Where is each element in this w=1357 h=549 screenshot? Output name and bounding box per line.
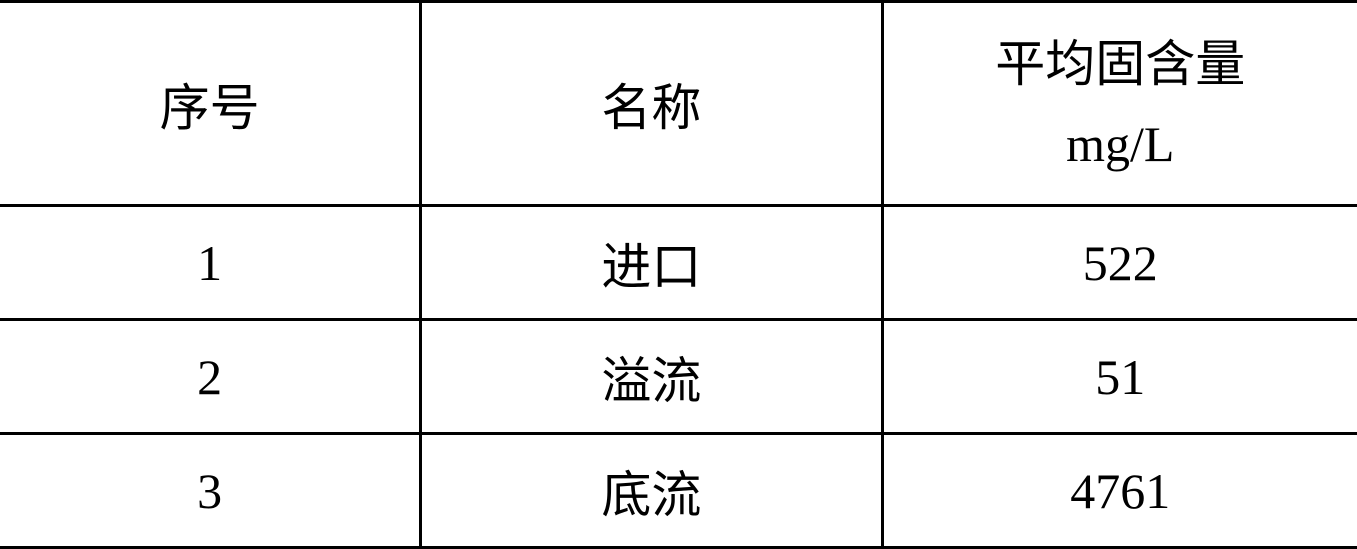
header-label-name: 名称	[601, 80, 701, 136]
table-container: 序号 名称 平均固含量 mg/L 1 进口 522	[0, 0, 1357, 547]
cell-value: 51	[882, 320, 1357, 434]
header-label-value-line1: 平均固含量	[884, 24, 1357, 104]
cell-seq: 1	[0, 206, 421, 320]
cell-name: 底流	[421, 434, 882, 548]
cell-seq: 3	[0, 434, 421, 548]
table-row: 3 底流 4761	[0, 434, 1357, 548]
column-header-value: 平均固含量 mg/L	[882, 2, 1357, 206]
column-header-seq: 序号	[0, 2, 421, 206]
cell-text: 4761	[1070, 463, 1170, 519]
cell-text: 3	[197, 463, 222, 519]
table-row: 2 溢流 51	[0, 320, 1357, 434]
header-label-value-line2: mg/L	[884, 104, 1357, 184]
cell-text: 溢流	[601, 353, 701, 409]
cell-text: 1	[197, 235, 222, 291]
cell-text: 进口	[601, 239, 701, 295]
data-table: 序号 名称 平均固含量 mg/L 1 进口 522	[0, 0, 1357, 549]
column-header-name: 名称	[421, 2, 882, 206]
cell-name: 进口	[421, 206, 882, 320]
cell-text: 51	[1095, 349, 1145, 405]
cell-text: 2	[197, 349, 222, 405]
table-row: 1 进口 522	[0, 206, 1357, 320]
cell-text: 522	[1083, 235, 1158, 291]
table-header-row: 序号 名称 平均固含量 mg/L	[0, 2, 1357, 206]
cell-name: 溢流	[421, 320, 882, 434]
cell-value: 522	[882, 206, 1357, 320]
header-label-seq: 序号	[160, 80, 260, 136]
cell-seq: 2	[0, 320, 421, 434]
cell-text: 底流	[601, 467, 701, 523]
cell-value: 4761	[882, 434, 1357, 548]
